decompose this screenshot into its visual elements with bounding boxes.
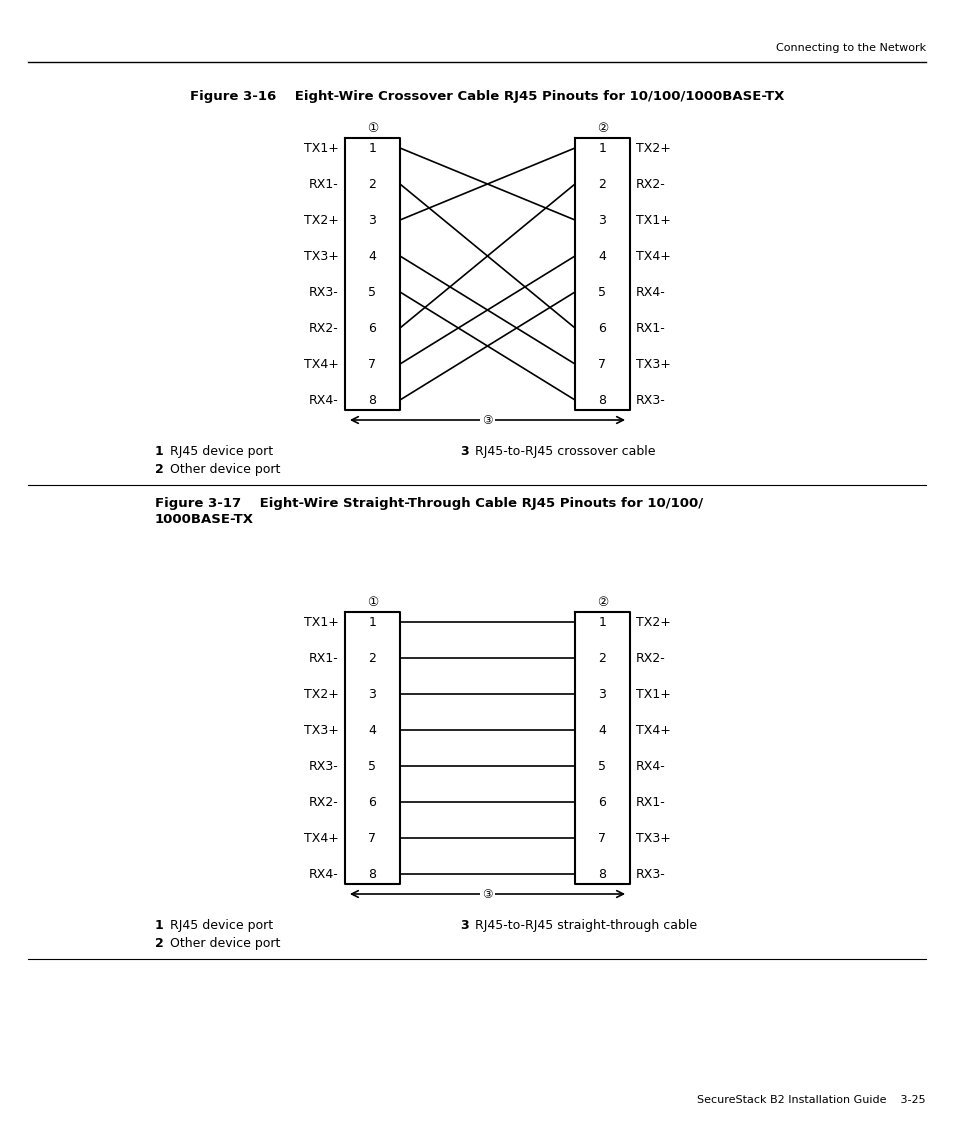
Text: Connecting to the Network: Connecting to the Network <box>775 43 925 53</box>
Text: 7: 7 <box>598 831 606 844</box>
Text: 3: 3 <box>598 687 606 701</box>
Text: TX3+: TX3+ <box>636 831 670 844</box>
Text: RX2-: RX2- <box>309 795 338 809</box>
Text: 7: 7 <box>598 357 606 371</box>
Text: RX1-: RX1- <box>636 321 665 335</box>
Text: Figure 3-17    Eight-Wire Straight-Through Cable RJ45 Pinouts for 10/100/: Figure 3-17 Eight-Wire Straight-Through … <box>154 497 702 510</box>
Text: TX3+: TX3+ <box>304 249 338 263</box>
Text: 2: 2 <box>368 177 376 191</box>
Text: RX1-: RX1- <box>309 177 338 191</box>
Text: Figure 3-16    Eight-Wire Crossover Cable RJ45 Pinouts for 10/100/1000BASE-TX: Figure 3-16 Eight-Wire Crossover Cable R… <box>190 90 783 103</box>
Text: ①: ① <box>367 595 377 609</box>
Text: TX2+: TX2+ <box>304 687 338 701</box>
Text: TX4+: TX4+ <box>636 249 670 263</box>
Text: 5: 5 <box>368 285 376 299</box>
Text: 4: 4 <box>598 723 606 737</box>
Text: 2: 2 <box>598 651 606 665</box>
Text: 6: 6 <box>598 795 606 809</box>
Text: 5: 5 <box>368 759 376 773</box>
Text: 1: 1 <box>368 141 376 155</box>
Text: SecureStack B2 Installation Guide    3-25: SecureStack B2 Installation Guide 3-25 <box>697 1095 925 1105</box>
Text: ③: ③ <box>482 413 493 427</box>
Text: 1000BASE-TX: 1000BASE-TX <box>154 513 253 526</box>
Text: RX3-: RX3- <box>636 393 665 407</box>
Text: 1: 1 <box>598 615 606 629</box>
Text: 2: 2 <box>598 177 606 191</box>
Text: RJ45 device port: RJ45 device port <box>170 919 273 932</box>
Text: 4: 4 <box>368 723 376 737</box>
Text: 3: 3 <box>368 687 376 701</box>
Text: 3: 3 <box>598 213 606 227</box>
Text: TX2+: TX2+ <box>636 615 670 629</box>
Text: 3: 3 <box>459 445 468 458</box>
Text: ②: ② <box>597 595 607 609</box>
Text: RX2-: RX2- <box>309 321 338 335</box>
Text: TX1+: TX1+ <box>636 687 670 701</box>
Text: 4: 4 <box>598 249 606 263</box>
Text: RX4-: RX4- <box>636 759 665 773</box>
Text: TX3+: TX3+ <box>636 357 670 371</box>
Text: 2: 2 <box>368 651 376 665</box>
Text: 7: 7 <box>368 831 376 844</box>
Text: ①: ① <box>367 121 377 135</box>
Text: RJ45-to-RJ45 crossover cable: RJ45-to-RJ45 crossover cable <box>475 445 655 458</box>
Text: RX3-: RX3- <box>636 867 665 880</box>
Text: TX2+: TX2+ <box>636 141 670 155</box>
Text: 1: 1 <box>154 919 164 932</box>
Text: ③: ③ <box>482 887 493 901</box>
Text: 1: 1 <box>154 445 164 458</box>
Text: TX4+: TX4+ <box>636 723 670 737</box>
Text: ②: ② <box>597 121 607 135</box>
Text: 5: 5 <box>598 285 606 299</box>
Text: 8: 8 <box>368 867 376 880</box>
Text: RJ45-to-RJ45 straight-through cable: RJ45-to-RJ45 straight-through cable <box>475 919 697 932</box>
Text: TX3+: TX3+ <box>304 723 338 737</box>
Text: RX4-: RX4- <box>636 285 665 299</box>
Text: RX4-: RX4- <box>309 867 338 880</box>
Text: RX3-: RX3- <box>309 285 338 299</box>
Text: 1: 1 <box>598 141 606 155</box>
Text: TX4+: TX4+ <box>304 357 338 371</box>
Text: RJ45 device port: RJ45 device port <box>170 445 273 458</box>
Text: 6: 6 <box>368 321 376 335</box>
Text: RX4-: RX4- <box>309 393 338 407</box>
Text: 8: 8 <box>598 867 606 880</box>
Text: RX1-: RX1- <box>309 651 338 665</box>
Text: 3: 3 <box>459 919 468 932</box>
Text: TX1+: TX1+ <box>304 141 338 155</box>
Text: Other device port: Other device port <box>170 463 280 476</box>
Text: TX4+: TX4+ <box>304 831 338 844</box>
Text: Other device port: Other device port <box>170 937 280 950</box>
Text: RX2-: RX2- <box>636 177 665 191</box>
Text: RX3-: RX3- <box>309 759 338 773</box>
Text: 2: 2 <box>154 937 164 950</box>
Text: 5: 5 <box>598 759 606 773</box>
Text: RX1-: RX1- <box>636 795 665 809</box>
Text: 6: 6 <box>598 321 606 335</box>
Text: TX1+: TX1+ <box>304 615 338 629</box>
Text: 3: 3 <box>368 213 376 227</box>
Text: 8: 8 <box>368 393 376 407</box>
Text: 8: 8 <box>598 393 606 407</box>
Text: 2: 2 <box>154 463 164 476</box>
Text: TX2+: TX2+ <box>304 213 338 227</box>
Text: 4: 4 <box>368 249 376 263</box>
Text: 6: 6 <box>368 795 376 809</box>
Text: RX2-: RX2- <box>636 651 665 665</box>
Text: TX1+: TX1+ <box>636 213 670 227</box>
Text: 1: 1 <box>368 615 376 629</box>
Text: 7: 7 <box>368 357 376 371</box>
